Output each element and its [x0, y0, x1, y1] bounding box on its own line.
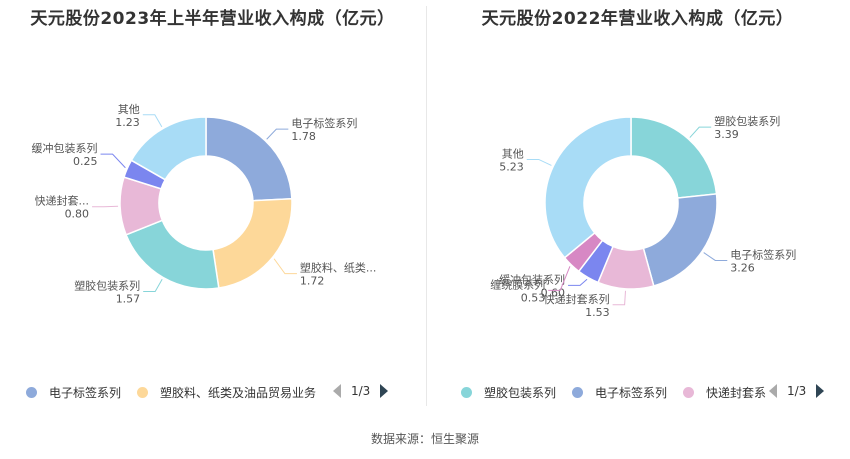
- chart-legend: 塑胶包装系列 电子标签系列 快递封套系 1/3: [425, 384, 850, 404]
- leader-line: [548, 266, 571, 291]
- legend-prev-arrow-icon[interactable]: [769, 384, 777, 398]
- leader-line: [568, 278, 588, 286]
- leader-line: [100, 153, 126, 169]
- slice-label: 快递封套...: [35, 194, 90, 208]
- donut-slice[interactable]: [544, 116, 632, 259]
- slice-value-label: 1.72: [300, 275, 325, 288]
- legend-label: 塑胶料、纸类及油品贸易业务: [160, 386, 317, 400]
- legend-pager: 1/3: [333, 384, 389, 398]
- slice-value-label: 0.60: [541, 286, 566, 299]
- slice-value-label: 0.53: [521, 291, 546, 304]
- chart-title: 天元股份2022年营业收入构成（亿元）: [481, 9, 794, 29]
- slice-value-label: 5.23: [499, 160, 524, 173]
- slice-value-label: 0.25: [73, 155, 98, 168]
- leader-line: [92, 205, 119, 208]
- slice-label: 塑胶包装系列: [74, 278, 140, 292]
- slice-label: 缓冲包装系列: [499, 272, 565, 286]
- legend-marker: [572, 387, 583, 398]
- legend-label: 塑胶包装系列: [484, 386, 557, 400]
- chart-panel-2023h1: 天元股份2023年上半年营业收入构成（亿元） 电子标签系列 1.78 塑胶料、纸类.…: [0, 0, 425, 420]
- leader-line: [689, 126, 712, 138]
- donut-slice[interactable]: [630, 116, 718, 199]
- legend-item[interactable]: 快递封套系: [683, 384, 766, 401]
- slice-value-label: 1.53: [585, 306, 610, 319]
- legend-next-arrow-icon[interactable]: [816, 384, 825, 398]
- data-source-note: 数据来源：恒生聚源: [370, 432, 479, 446]
- legend-label: 电子标签系列: [595, 386, 668, 400]
- legend-label: 电子标签系列: [49, 386, 122, 400]
- legend-item[interactable]: 塑胶包装系列: [461, 384, 556, 401]
- legend-item[interactable]: 电子标签系列: [572, 384, 667, 401]
- chart-panel-2022: 天元股份2022年营业收入构成（亿元） 塑胶包装系列 3.39 电子标签系列 3.26…: [425, 0, 850, 420]
- slice-label: 快递封套系列: [544, 292, 610, 306]
- legend-page-indicator: 1/3: [787, 384, 807, 398]
- legend-page-indicator: 1/3: [351, 384, 371, 398]
- slice-value-label: 3.26: [730, 261, 755, 274]
- chart-title: 天元股份2023年上半年营业收入构成（亿元）: [30, 9, 395, 29]
- slice-label: 缠绕膜系列: [490, 277, 545, 291]
- leader-line: [143, 279, 163, 292]
- legend-marker: [461, 387, 472, 398]
- slice-label: 电子标签系列: [291, 116, 357, 130]
- slice-label: 塑胶包装系列: [714, 114, 780, 128]
- slice-label: 其他: [502, 147, 524, 160]
- legend-label: 快递封套系: [706, 386, 767, 400]
- slice-value-label: 1.78: [291, 130, 316, 143]
- legend-prev-arrow-icon[interactable]: [333, 384, 341, 398]
- leader-line: [526, 158, 552, 166]
- slice-value-label: 1.57: [116, 292, 141, 305]
- slice-value-label: 0.80: [65, 208, 90, 221]
- legend-pager: 1/3: [769, 384, 825, 398]
- slice-label: 塑胶料、纸类...: [300, 261, 377, 275]
- legend-item[interactable]: 塑胶料、纸类及油品贸易业务: [137, 384, 316, 401]
- legend-next-arrow-icon[interactable]: [380, 384, 389, 398]
- donut-slice[interactable]: [642, 193, 718, 287]
- slice-label: 电子标签系列: [730, 247, 796, 261]
- panel-divider: [426, 6, 427, 406]
- leader-line: [703, 252, 728, 261]
- legend-marker: [137, 387, 148, 398]
- legend-item[interactable]: 电子标签系列: [26, 384, 121, 401]
- slice-value-label: 3.39: [714, 128, 739, 141]
- slice-value-label: 1.23: [115, 116, 140, 129]
- legend-marker: [683, 387, 694, 398]
- chart-legend: 电子标签系列 塑胶料、纸类及油品贸易业务 1/3: [0, 384, 425, 404]
- donut-slice[interactable]: [212, 197, 293, 289]
- slice-label: 缓冲包装系列: [32, 141, 98, 155]
- slice-label: 其他: [118, 103, 140, 116]
- legend-marker: [26, 387, 37, 398]
- leader-line: [612, 290, 626, 306]
- leader-line: [142, 114, 163, 128]
- leader-line: [266, 128, 289, 140]
- donut-slice[interactable]: [130, 116, 207, 181]
- leader-line: [273, 258, 297, 275]
